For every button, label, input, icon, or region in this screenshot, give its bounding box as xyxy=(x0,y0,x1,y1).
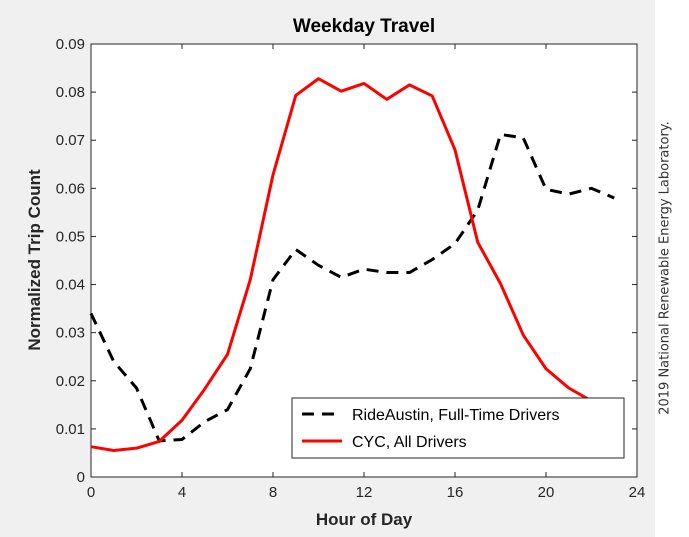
y-tick-label: 0.06 xyxy=(56,180,85,197)
legend-box xyxy=(291,397,625,459)
legend: RideAustin, Full-Time Drivers CYC, All D… xyxy=(291,397,625,459)
x-tick-label: 24 xyxy=(629,484,646,501)
series-line-rideaustin xyxy=(89,132,615,443)
y-tick-label: 0.09 xyxy=(56,36,85,53)
legend-label-rideaustin: RideAustin, Full-Time Drivers xyxy=(352,407,559,424)
x-tick-label: 0 xyxy=(87,484,95,501)
y-tick-label: 0 xyxy=(77,469,85,486)
x-axis-label: Hour of Day xyxy=(316,510,413,529)
x-tick-label: 12 xyxy=(356,484,373,501)
y-tick-label: 0.04 xyxy=(56,277,85,294)
y-tick-label: 0.03 xyxy=(56,325,85,342)
y-tick-label: 0.05 xyxy=(56,228,85,245)
x-tick-label: 20 xyxy=(538,484,555,501)
x-tick-label: 8 xyxy=(269,484,277,501)
chart-title: Weekday Travel xyxy=(293,16,435,37)
line-chart: 0 4 8 12 16 20 24 0 0.01 0.02 0.03 0.04 0.05 0.06 0.07… xyxy=(25,16,646,529)
x-tick-label: 16 xyxy=(447,484,464,501)
copyright-notice: 2019 National Renewable Energy Laborator… xyxy=(657,121,673,415)
y-tick-label: 0.01 xyxy=(56,421,85,438)
x-tick-label: 4 xyxy=(178,484,186,501)
y-tick-label: 0.08 xyxy=(56,84,85,101)
y-axis-label: Normalized Trip Count xyxy=(25,169,44,351)
y-tick-label: 0.02 xyxy=(56,373,85,390)
legend-label-cyc: CYC, All Drivers xyxy=(352,434,467,451)
chart-container: 0 4 8 12 16 20 24 0 0.01 0.02 0.03 0.04 0.05 0.06 0.07… xyxy=(0,0,655,537)
series-line-cyc xyxy=(90,77,593,453)
y-tick-label: 0.07 xyxy=(56,132,85,149)
